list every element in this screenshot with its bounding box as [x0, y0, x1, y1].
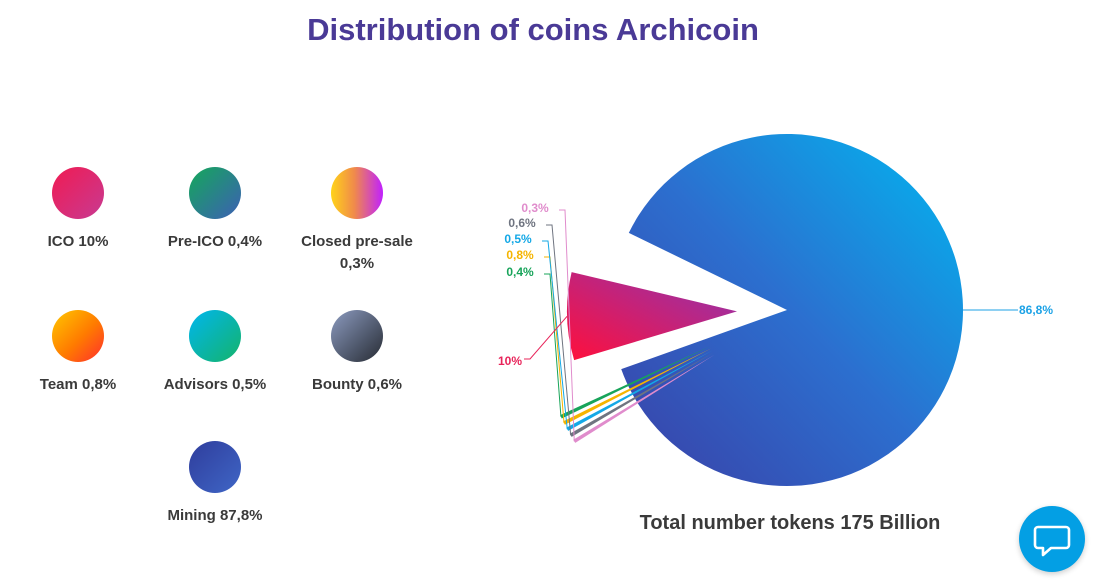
legend-item-team: Team 0,8%	[3, 310, 153, 396]
slice-advisors	[566, 350, 713, 431]
preico-swatch	[189, 167, 241, 219]
label-team: 0,8%	[506, 248, 534, 262]
leader-advisors	[542, 240, 568, 430]
team-swatch	[52, 310, 104, 362]
leader-ico	[524, 315, 568, 360]
legend-label-mining: Mining 87,8%	[167, 507, 263, 524]
chat-button[interactable]	[1019, 506, 1085, 572]
ico-swatch	[52, 167, 104, 219]
label-mining: 86,8%	[1019, 303, 1053, 317]
bounty-swatch	[331, 310, 383, 362]
slice-ico	[567, 272, 738, 361]
legend-label-team: Team 0,8%	[39, 376, 117, 393]
slice-pre-ico	[560, 346, 711, 419]
leader-pre-ico	[544, 273, 562, 417]
legend-label-advisors: Advisors 0,5%	[163, 376, 267, 393]
legend-label-bounty: Bounty 0,6%	[311, 376, 402, 393]
advisors-swatch	[189, 310, 241, 362]
label-closed-pre-sale: 0,3%	[521, 201, 549, 215]
legend-item-mining: Mining 87,8%	[140, 441, 290, 527]
legend-item-advisors: Advisors 0,5%	[140, 310, 290, 396]
leader-closed-pre-sale	[559, 209, 575, 442]
closed-presale-swatch	[331, 167, 383, 219]
legend-item-closed-presale: Closed pre-sale 0,3%	[282, 167, 432, 275]
leader-bounty	[546, 224, 572, 436]
chat-bubble-icon	[1033, 525, 1071, 557]
legend-label-preico: Pre-ICO 0,4%	[167, 233, 263, 250]
page-title: Distribution of coins Archicoin	[307, 12, 759, 47]
legend-item-preico: Pre-ICO 0,4%	[140, 167, 290, 253]
slice-bounty	[569, 352, 714, 437]
legend-label-ico: ICO 10%	[47, 233, 109, 250]
slice-team	[563, 348, 712, 425]
label-ico: 10%	[498, 354, 522, 368]
label-pre-ico: 0,4%	[506, 265, 534, 279]
label-advisors: 0,5%	[504, 232, 532, 246]
slice-closed-pre-sale	[573, 354, 715, 443]
legend-label-closed-presale: Closed pre-sale 0,3%	[301, 233, 413, 272]
label-bounty: 0,6%	[508, 216, 536, 230]
pie-chart: 0,4% 0,8% 0,5% 0,6%0,3% 86,8% 10%	[498, 134, 1053, 486]
slice-mining	[621, 134, 963, 486]
total-tokens-text: Total number tokens 175 Billion	[639, 512, 941, 534]
mining-swatch	[189, 441, 241, 493]
legend-item-ico: ICO 10%	[3, 167, 153, 253]
legend-item-bounty: Bounty 0,6%	[282, 310, 432, 396]
